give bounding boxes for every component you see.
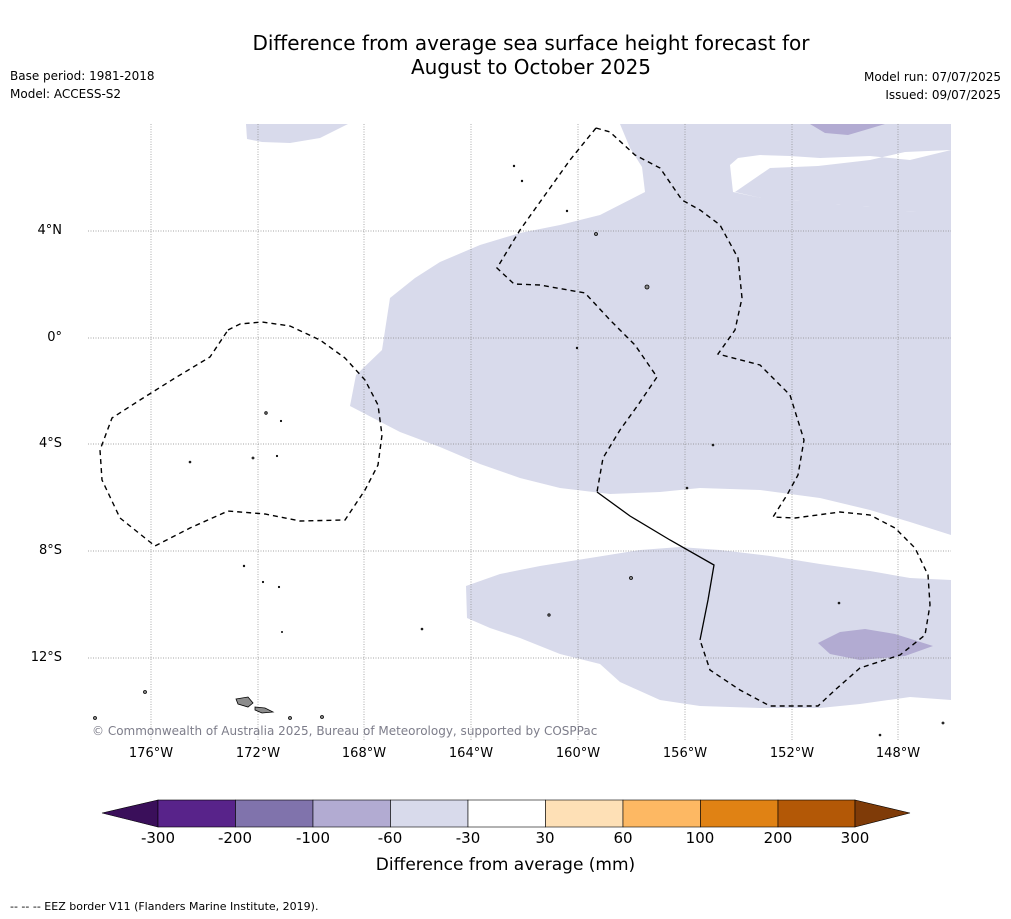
colorbar-tick: -100: [295, 829, 331, 847]
meta-right: Model run: 07/07/2025 Issued: 09/07/2025: [864, 68, 1001, 104]
chart-title: Difference from average sea surface heig…: [0, 31, 1011, 79]
colorbar: [101, 799, 911, 828]
eez-border-kiribati-west: [496, 127, 658, 493]
model-run: Model run: 07/07/2025: [863, 70, 1001, 84]
lat-label-12s: 12°S: [30, 650, 62, 665]
colorbar-tick: 100: [685, 829, 715, 847]
title-line-2: August to October 2025: [410, 55, 652, 79]
anomaly-region-top: [246, 124, 348, 143]
colorbar-tick: -200: [217, 829, 253, 847]
colorbar-bin-4: [390, 799, 469, 828]
title-line-1: Difference from average sea surface heig…: [252, 31, 810, 55]
colorbar-bin-3: [312, 799, 391, 828]
lon-label-172w: 172°W: [235, 746, 281, 761]
meta-left: Base period: 1981-2018 Model: ACCESS-S2: [10, 67, 155, 103]
colorbar-label: Difference from average (mm): [375, 855, 636, 875]
eez-footnote: -- -- -- EEZ border V11 (Flanders Marine…: [10, 900, 319, 913]
colorbar-bin-7: [622, 799, 701, 828]
colorbar-bin-9: [777, 799, 856, 828]
colorbar-tick: 60: [613, 829, 633, 847]
anomaly-region-north: [350, 124, 951, 535]
colorbar-tick: -60: [377, 829, 403, 847]
colorbar-tick: 30: [535, 829, 555, 847]
colorbar-bin-6: [545, 799, 624, 828]
eez-border-solid: [596, 491, 715, 641]
lon-label-156w: 156°W: [662, 746, 708, 761]
colorbar-bin-2: [235, 799, 314, 828]
eez-borders: [99, 127, 931, 707]
lon-label-148w: 148°W: [875, 746, 921, 761]
colorbar-extend-high: [854, 799, 911, 828]
issued-date: Issued: 09/07/2025: [885, 88, 1001, 102]
colorbar-tick: -30: [455, 829, 481, 847]
lat-label-4s: 4°S: [38, 436, 62, 451]
colorbar-tick: 300: [840, 829, 870, 847]
copyright-notice: © Commonwealth of Australia 2025, Bureau…: [92, 724, 598, 738]
lon-label-176w: 176°W: [128, 746, 174, 761]
anomaly-moderate-south: [818, 629, 933, 660]
colorbar-tick: -300: [140, 829, 176, 847]
anomaly-region-south: [466, 547, 951, 708]
island-savaii: [235, 696, 254, 708]
colorbar-bin-5: [467, 799, 546, 828]
colorbar-tick: 200: [763, 829, 793, 847]
lat-label-0: 0°: [47, 330, 62, 345]
island-upolu: [254, 706, 275, 714]
model-name: Model: ACCESS-S2: [10, 87, 122, 101]
colorbar-extend-low: [101, 799, 159, 828]
eez-border-line-islands-north: [595, 127, 931, 707]
colorbar-bin-8: [700, 799, 779, 828]
graticule: [88, 124, 951, 740]
islands: [93, 164, 945, 737]
lon-label-152w: 152°W: [769, 746, 815, 761]
lat-label-8s: 8°S: [38, 543, 62, 558]
lon-label-168w: 168°W: [341, 746, 387, 761]
eez-border-tokelau: [99, 321, 383, 547]
map-area: [88, 124, 951, 740]
lat-label-4n: 4°N: [37, 223, 63, 238]
colorbar-bin-1: [157, 799, 236, 828]
lon-label-160w: 160°W: [555, 746, 601, 761]
lon-label-164w: 164°W: [448, 746, 494, 761]
anomaly-moderate-north: [810, 124, 885, 135]
base-period: Base period: 1981-2018: [10, 69, 155, 83]
